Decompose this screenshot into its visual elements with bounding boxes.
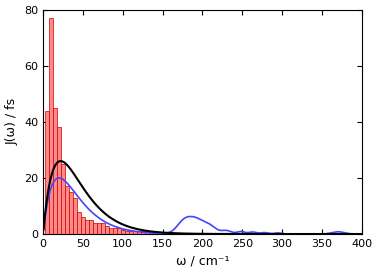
Bar [49,18,53,234]
Bar [177,233,180,234]
Bar [73,198,77,234]
Bar [77,212,81,234]
Bar [145,231,149,234]
Bar [113,229,117,234]
Bar [181,233,184,234]
Bar [217,233,220,234]
Bar [204,233,208,234]
Bar [57,127,61,234]
Bar [53,108,57,234]
Bar [89,220,93,234]
Bar [201,233,204,234]
Bar [173,233,177,234]
Bar [149,232,153,234]
Bar [93,223,97,234]
Bar [157,233,161,234]
Y-axis label: J(ω) / fs: J(ω) / fs [6,98,19,145]
Bar [193,233,197,234]
Bar [197,233,200,234]
Bar [101,223,105,234]
Bar [121,230,125,234]
Bar [184,233,189,234]
Bar [105,225,109,234]
Bar [117,229,121,234]
Bar [165,233,169,234]
X-axis label: ω / cm⁻¹: ω / cm⁻¹ [176,254,229,268]
Bar [61,164,65,234]
Bar [65,186,69,234]
Bar [85,220,89,234]
Bar [97,223,101,234]
Bar [141,231,145,234]
Bar [109,229,113,234]
Bar [125,231,129,234]
Bar [153,232,156,234]
Bar [212,233,216,234]
Bar [45,111,49,234]
Bar [137,231,141,234]
Bar [81,217,85,234]
Bar [69,192,73,234]
Bar [133,231,137,234]
Bar [169,233,172,234]
Bar [161,233,164,234]
Bar [189,233,192,234]
Bar [129,231,133,234]
Bar [209,233,212,234]
